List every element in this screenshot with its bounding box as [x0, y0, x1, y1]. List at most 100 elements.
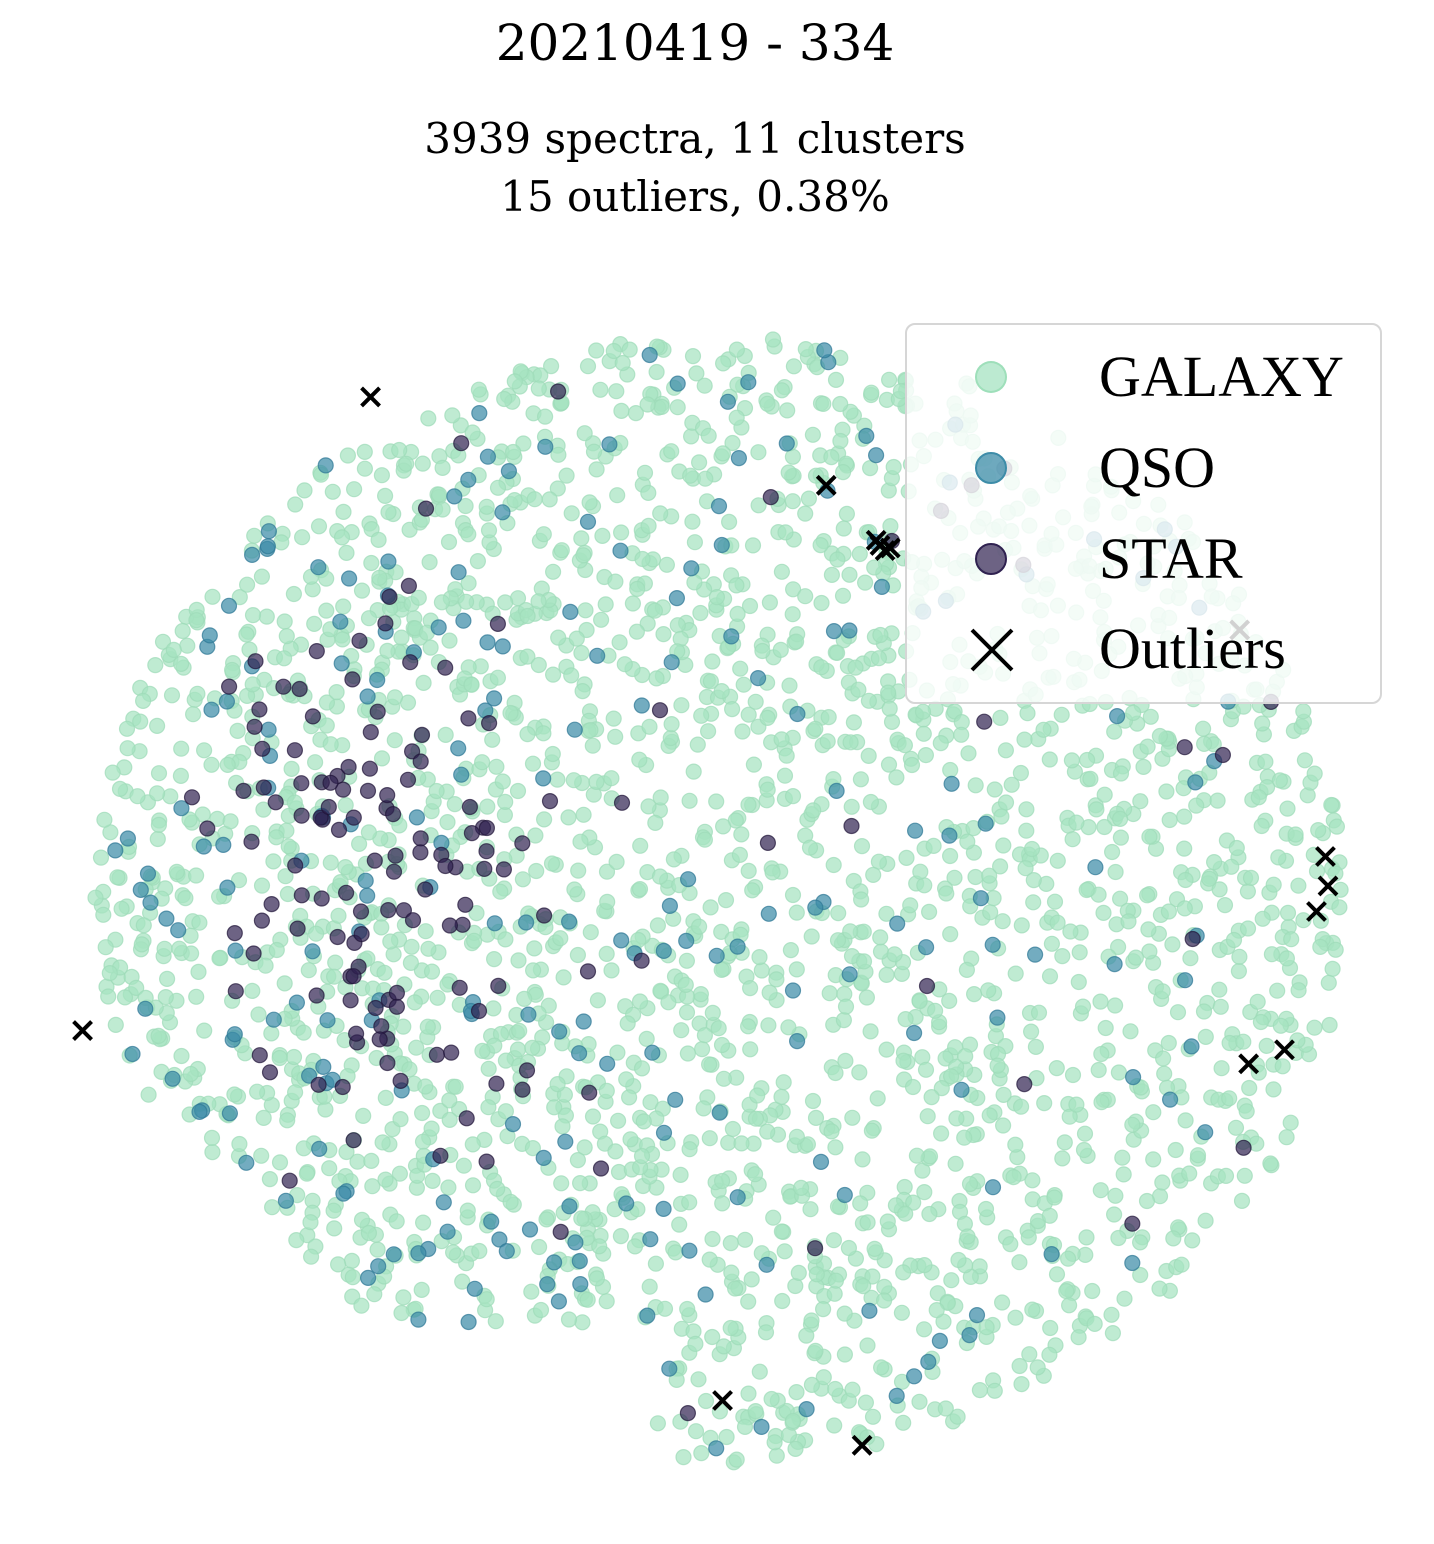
- chart-subtitle-line-1: 3939 spectra, 11 clusters: [424, 114, 966, 163]
- qso-point: [370, 1258, 387, 1275]
- galaxy-point: [844, 1109, 861, 1126]
- galaxy-point: [862, 793, 880, 811]
- galaxy-point: [1233, 1192, 1251, 1210]
- galaxy-point: [946, 869, 963, 886]
- galaxy-point: [582, 924, 599, 941]
- galaxy-point: [713, 961, 730, 979]
- galaxy-point: [574, 682, 591, 700]
- galaxy-point: [773, 731, 790, 748]
- qso-point: [972, 890, 990, 907]
- galaxy-point: [244, 606, 262, 624]
- galaxy-point: [87, 889, 104, 906]
- galaxy-point: [480, 1060, 497, 1077]
- outlier-point: [360, 386, 381, 408]
- qso-point: [599, 1055, 616, 1072]
- galaxy-point: [1176, 900, 1193, 917]
- galaxy-point: [257, 957, 274, 974]
- galaxy-point: [1310, 821, 1327, 839]
- galaxy-point: [628, 623, 646, 640]
- star-point: [651, 702, 669, 719]
- galaxy-point: [162, 788, 179, 805]
- qso-point: [408, 809, 425, 826]
- galaxy-point: [933, 1079, 950, 1097]
- galaxy-point: [1107, 1187, 1124, 1204]
- galaxy-point: [790, 1264, 807, 1282]
- galaxy-point: [1324, 960, 1341, 978]
- galaxy-point: [1097, 1019, 1114, 1037]
- galaxy-point: [339, 447, 356, 464]
- galaxy-point: [554, 1118, 571, 1135]
- galaxy-point: [1115, 1166, 1132, 1183]
- galaxy-point: [773, 382, 791, 399]
- qso-point: [430, 619, 447, 636]
- galaxy-point: [814, 1300, 832, 1318]
- galaxy-point: [763, 1390, 780, 1408]
- legend-label-outliers: Outliers: [1099, 616, 1286, 681]
- galaxy-point: [1189, 1147, 1207, 1164]
- galaxy-point: [720, 513, 738, 531]
- galaxy-point: [1096, 818, 1113, 836]
- galaxy-point: [823, 566, 841, 584]
- galaxy-point: [1221, 1034, 1238, 1052]
- galaxy-point: [704, 1230, 721, 1248]
- galaxy-point: [608, 383, 625, 400]
- galaxy-point: [647, 1255, 665, 1272]
- qso-point: [679, 871, 697, 888]
- galaxy-point: [276, 975, 293, 992]
- galaxy-point: [938, 885, 955, 902]
- galaxy-point: [916, 1183, 933, 1201]
- galaxy-point: [536, 408, 554, 425]
- galaxy-point: [135, 692, 152, 710]
- galaxy-point: [855, 1277, 872, 1295]
- galaxy-point: [837, 998, 855, 1015]
- galaxy-point: [908, 1147, 926, 1164]
- galaxy-point: [687, 1423, 705, 1440]
- qso-point: [668, 589, 686, 607]
- galaxy-point: [1231, 948, 1248, 965]
- chart-title: 20210419 - 334: [495, 14, 895, 72]
- star-point: [399, 771, 417, 788]
- qso-point: [137, 1000, 154, 1017]
- galaxy-point: [1041, 1207, 1058, 1224]
- galaxy-point: [1013, 1375, 1030, 1393]
- star-point: [312, 809, 329, 826]
- star-point: [476, 860, 493, 878]
- galaxy-point: [204, 1143, 221, 1161]
- star-point: [255, 779, 272, 796]
- galaxy-point: [310, 518, 328, 535]
- galaxy-point: [618, 1071, 635, 1088]
- galaxy-point: [836, 1305, 853, 1322]
- qso-point: [953, 1081, 970, 1098]
- galaxy-point: [1221, 1090, 1238, 1107]
- galaxy-point: [238, 626, 255, 643]
- qso-point: [359, 688, 376, 705]
- star-point: [402, 654, 419, 671]
- galaxy-point: [109, 869, 126, 886]
- galaxy-point: [356, 460, 373, 477]
- galaxy-point: [392, 1110, 409, 1128]
- galaxy-point: [993, 808, 1010, 825]
- galaxy-point: [255, 1109, 272, 1127]
- galaxy-point: [287, 1084, 304, 1101]
- galaxy-point: [1184, 1232, 1201, 1249]
- qso-point: [579, 513, 597, 530]
- galaxy-point: [982, 904, 999, 921]
- galaxy-point: [1060, 1297, 1078, 1314]
- galaxy-point: [446, 795, 463, 813]
- galaxy-point: [692, 604, 709, 622]
- galaxy-point: [1151, 727, 1169, 745]
- galaxy-point: [191, 914, 208, 931]
- star-point: [361, 760, 378, 777]
- galaxy-point: [641, 1278, 658, 1295]
- star-point: [412, 844, 429, 861]
- galaxy-point: [497, 1103, 514, 1120]
- galaxy-point: [474, 754, 491, 771]
- star-point: [1235, 1139, 1252, 1156]
- galaxy-point: [469, 552, 486, 570]
- galaxy-point: [856, 574, 874, 591]
- galaxy-point: [781, 677, 798, 694]
- galaxy-point: [584, 737, 601, 754]
- galaxy-point: [784, 787, 802, 805]
- galaxy-point: [1141, 943, 1158, 960]
- galaxy-point: [609, 487, 626, 504]
